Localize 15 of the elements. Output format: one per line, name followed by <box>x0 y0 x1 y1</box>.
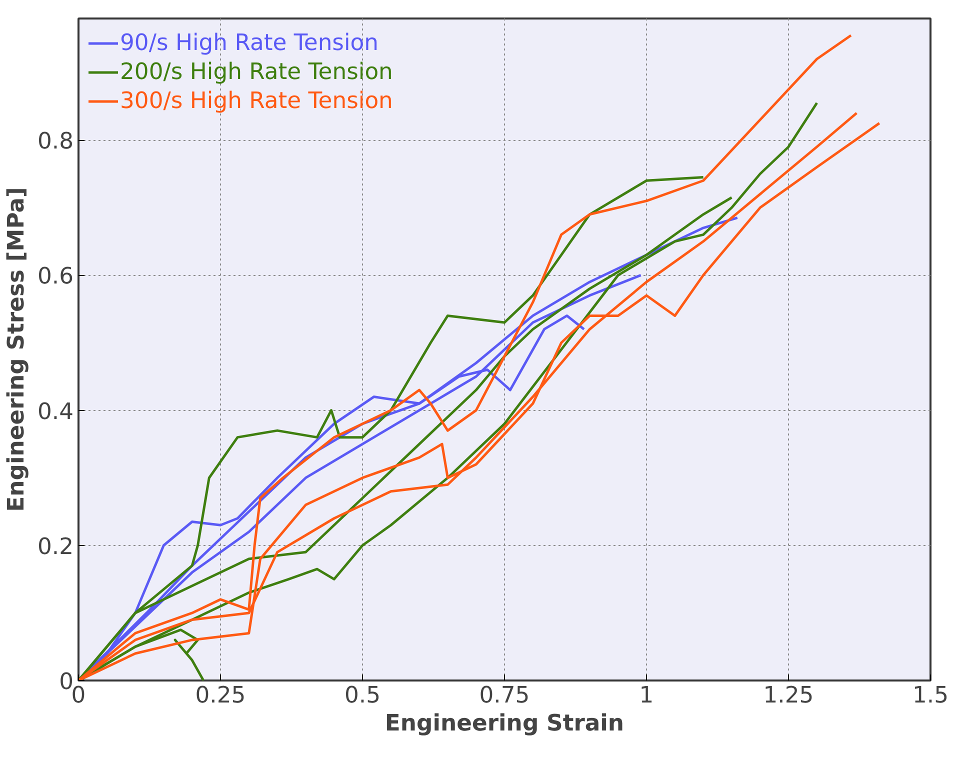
legend-label: 90/s High Rate Tension <box>120 30 378 56</box>
x-tick-label: 1 <box>639 682 654 708</box>
x-tick-label: 0.5 <box>344 682 381 708</box>
x-axis-title: Engineering Strain <box>384 710 624 736</box>
y-axis-title: Engineering Stress [MPa] <box>3 187 30 512</box>
y-tick-label: 0.2 <box>37 534 74 560</box>
y-tick-label: 0.8 <box>37 128 74 155</box>
y-tick-label: 0.6 <box>37 264 74 290</box>
x-tick-label: 1.5 <box>912 682 948 708</box>
x-tick-label: 0.75 <box>479 682 530 708</box>
legend-label: 300/s High Rate Tension <box>120 88 393 114</box>
x-tick-label: 1.25 <box>763 682 814 708</box>
legend-label: 200/s High Rate Tension <box>120 59 393 85</box>
x-tick-label: 0.25 <box>195 682 246 708</box>
y-tick-label: 0.4 <box>37 398 74 425</box>
